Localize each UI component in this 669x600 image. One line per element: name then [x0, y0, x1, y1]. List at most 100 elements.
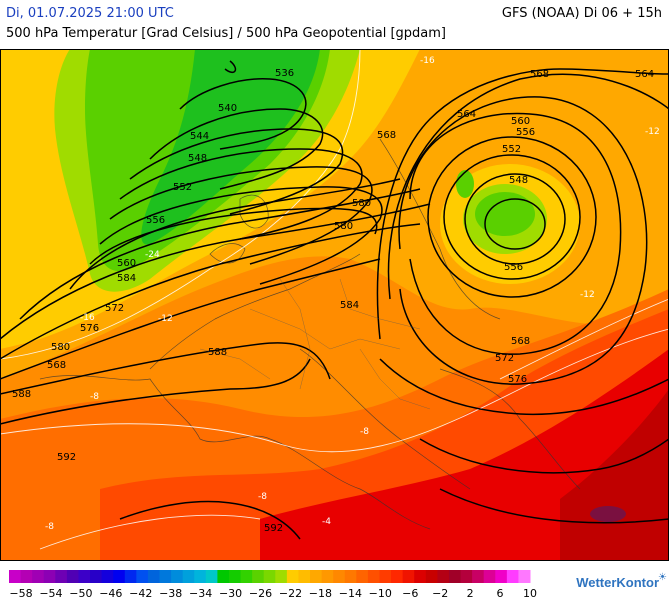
geopotential-label: 576 [508, 374, 527, 385]
color-scale-swatch [240, 570, 253, 583]
geopotential-label: 564 [457, 109, 476, 120]
color-scale-tick-label: 6 [497, 587, 504, 600]
color-scale-tick-label: −18 [309, 587, 332, 600]
color-scale-tick-label: 10 [523, 587, 537, 600]
color-scale-swatch [101, 570, 114, 583]
color-scale-tick-label: −22 [279, 587, 302, 600]
geopotential-label: 592 [57, 452, 76, 463]
temperature-label: -8 [258, 492, 267, 502]
temperature-label: -8 [90, 392, 99, 402]
brand-logo-text: WetterKontor [576, 575, 659, 590]
color-scale-swatch [228, 570, 242, 583]
geopotential-label: 556 [146, 215, 165, 226]
color-scale-swatch [9, 570, 22, 583]
color-scale-tick-label: 2 [467, 587, 474, 600]
geopotential-label: 544 [190, 131, 209, 142]
color-scale-swatch [402, 570, 415, 583]
color-scale-tick-label: −14 [339, 587, 362, 600]
temperature-label: -8 [360, 427, 369, 437]
geopotential-label: 576 [80, 323, 99, 334]
temperature-label: -24 [145, 250, 160, 260]
color-scale-swatch [506, 570, 519, 583]
geopotential-label: 552 [502, 144, 521, 155]
color-scale-tick-label: −6 [402, 587, 418, 600]
color-scale-tick-label: −38 [159, 587, 182, 600]
color-scale-swatch [321, 570, 334, 583]
field-description: 500 hPa Temperatur [Grad Celsius] / 500 … [6, 26, 447, 41]
color-scale-swatch [356, 570, 369, 583]
color-scale-legend: −58 −54 −50 −46 −42 −38 −34 −30 −26 −22 −18 −14 −10−… [9, 570, 537, 600]
color-scale-swatch [263, 570, 276, 583]
color-scale-tick-label: −46 [99, 587, 122, 600]
color-scale-swatch [310, 570, 323, 583]
geopotential-label: 580 [51, 342, 70, 353]
geopotential-label: 588 [208, 347, 227, 358]
temperature-label-group: -24 -16 -16 -12 -12 -8 -8 -8 -8 -4 -12 [45, 56, 660, 532]
color-scale-swatch [379, 570, 392, 583]
geopotential-label: 588 [12, 389, 31, 400]
color-scale-swatch [90, 570, 103, 583]
color-scale-tick-label: −58 [9, 587, 32, 600]
geopotential-label: 580 [334, 221, 353, 232]
color-scale-swatch [171, 570, 184, 583]
weather-map: 536 540 544 548 552 556 560 564 568 572 … [0, 49, 669, 561]
color-scale-swatch [78, 570, 91, 583]
color-scale-swatch [275, 570, 288, 583]
geopotential-label-group: 536 540 544 548 552 556 560 564 568 572 … [12, 68, 654, 534]
color-scale-swatch [252, 570, 265, 583]
temperature-label: -16 [80, 313, 95, 323]
model-run-label: GFS (NOAA) Di 06 + 15h [501, 6, 662, 21]
color-scale-swatch [518, 570, 531, 583]
color-scale-tick-label: −26 [249, 587, 272, 600]
color-scale-swatch [113, 570, 126, 583]
color-scale-swatch [437, 570, 450, 583]
color-scale-swatch [495, 570, 508, 583]
temp-area-low-green [475, 192, 535, 236]
color-scale-swatch [55, 570, 68, 583]
color-scale-swatch [414, 570, 427, 583]
geopotential-label: 540 [218, 103, 237, 114]
color-scale-swatch [425, 570, 438, 583]
geopotential-label: 568 [47, 360, 66, 371]
color-scale-swatch [32, 570, 45, 583]
color-scale-tick-label: −34 [189, 587, 212, 600]
color-scale-tick-label: −42 [129, 587, 152, 600]
color-scale-swatch [483, 570, 496, 583]
geopotential-label: 548 [188, 153, 207, 164]
color-scale-swatch [182, 570, 195, 583]
color-scale-tick-label: −10 [369, 587, 392, 600]
color-scale-swatch [298, 570, 311, 583]
geopotential-label: 536 [275, 68, 294, 79]
color-scale-swatch [472, 570, 485, 583]
coastlines [39, 138, 581, 530]
color-scale-swatch [460, 570, 473, 583]
color-scale-swatch [205, 570, 218, 583]
temperature-label: -4 [322, 517, 331, 527]
geopotential-label: 556 [516, 127, 535, 138]
temp-area-hottest [590, 506, 626, 522]
geopotential-label: 568 [530, 69, 549, 80]
temperature-label: -16 [420, 56, 435, 66]
geopotential-label: 564 [635, 69, 654, 80]
geopotential-label: 584 [340, 300, 359, 311]
temperature-label: -12 [645, 127, 660, 137]
geopotential-label: 560 [511, 116, 530, 127]
color-scale-swatch [448, 570, 462, 583]
color-scale-swatch [391, 570, 404, 583]
color-scale-swatch [194, 570, 207, 583]
geopotential-label: 572 [105, 303, 124, 314]
temperature-label: -12 [158, 314, 173, 324]
color-scale-swatch [344, 570, 357, 583]
temp-area-hot-maroon [560, 389, 669, 561]
color-scale-tick-label: −50 [69, 587, 92, 600]
geopotential-label: 556 [504, 262, 523, 273]
geopotential-label: 548 [509, 175, 528, 186]
color-scale-swatch [286, 570, 299, 583]
country-borders [199, 278, 431, 410]
brand-sun-icon: ☀ [658, 572, 667, 583]
geopotential-label: 568 [511, 336, 530, 347]
geopotential-label: 572 [495, 353, 514, 364]
color-scale-swatch [20, 570, 33, 583]
geopotential-label: 552 [173, 182, 192, 193]
forecast-datetime: Di, 01.07.2025 21:00 UTC [6, 6, 174, 21]
